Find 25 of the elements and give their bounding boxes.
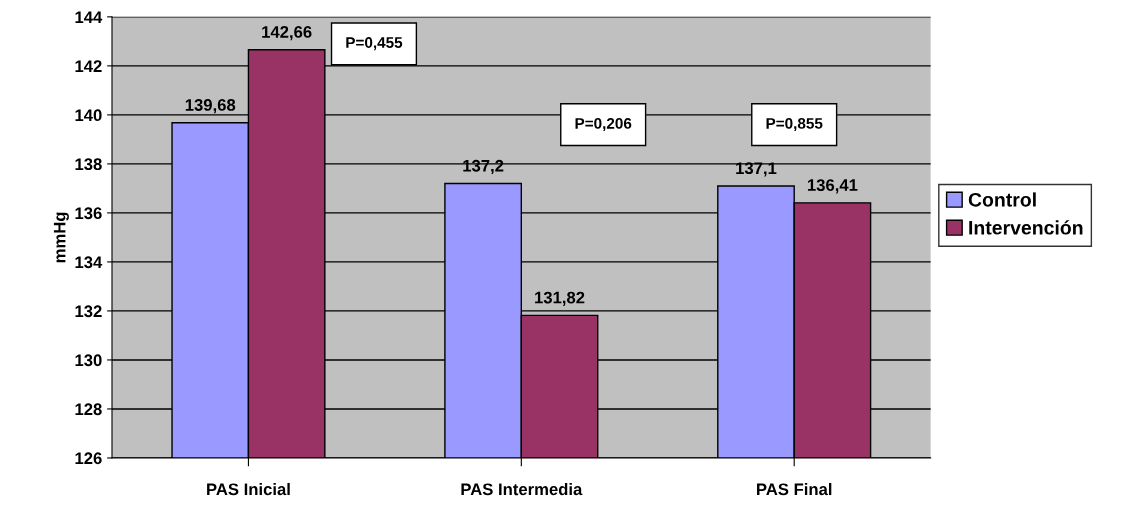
y-tick-label: 130 <box>75 354 102 367</box>
x-tick-label: PAS Final <box>757 482 832 496</box>
annotation: P=0,855 <box>766 117 823 131</box>
x-tick-label: PAS Intermedia <box>461 482 583 496</box>
data-label: 137,2 <box>463 159 504 175</box>
data-label: 139,68 <box>185 99 236 114</box>
y-tick-label: 134 <box>75 256 103 269</box>
data-label: 142,66 <box>262 26 312 41</box>
y-tick-label: 126 <box>75 452 102 465</box>
legend-label: Control <box>968 192 1036 207</box>
annotation: P=0,455 <box>346 37 403 51</box>
legend-label: Intervención <box>969 220 1083 235</box>
y-tick-label: 144 <box>75 11 103 23</box>
y-tick-label: 138 <box>75 158 102 171</box>
y-tick-label: 140 <box>75 109 102 122</box>
y-tick-label: 132 <box>75 305 102 318</box>
y-tick-label: 128 <box>75 403 102 416</box>
annotation: P=0,206 <box>575 117 632 131</box>
x-tick-label: PAS Inicial <box>207 482 290 496</box>
data-label: 136,41 <box>807 179 858 194</box>
data-label: 131,82 <box>535 291 585 306</box>
y-tick-label: 142 <box>75 60 102 72</box>
y-axis-title: mmHg <box>53 212 69 263</box>
data-label: 137,1 <box>736 162 777 177</box>
y-tick-label: 136 <box>75 207 102 220</box>
